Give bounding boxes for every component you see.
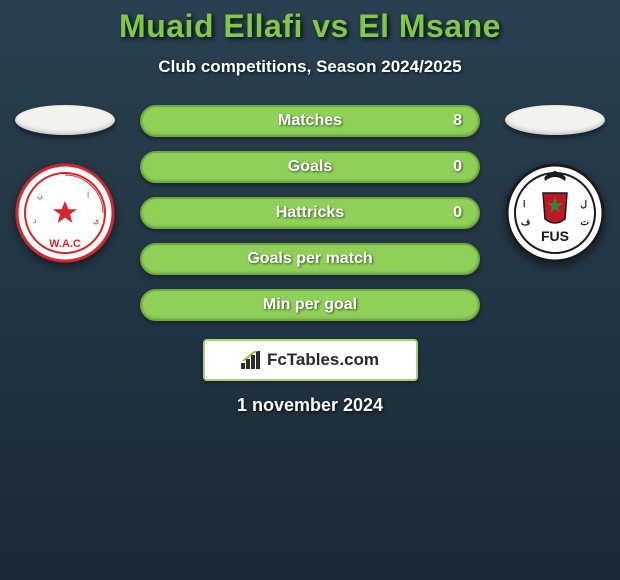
stat-label: Matches (278, 112, 342, 130)
right-player-ellipse (505, 105, 605, 135)
date-label: 1 november 2024 (0, 395, 620, 416)
stat-right-value: 0 (453, 158, 462, 176)
left-team-column: W.A.C ن ا د ي (10, 105, 120, 263)
brand-label: FcTables.com (241, 350, 379, 370)
svg-text:د: د (33, 216, 37, 225)
stat-label: Min per goal (263, 296, 357, 314)
stats-column: Matches 8 Goals 0 Hattricks 0 Goals per match M… (140, 105, 480, 321)
fus-crest-icon: FUS ا ل ف ت (505, 163, 605, 263)
svg-text:W.A.C: W.A.C (49, 238, 81, 250)
svg-text:ت: ت (581, 217, 589, 227)
svg-text:ل: ل (580, 199, 587, 209)
stat-label: Goals (288, 158, 332, 176)
stat-bar: Hattricks 0 (140, 197, 480, 229)
brand-text: FcTables.com (267, 350, 379, 370)
stat-bar: Matches 8 (140, 105, 480, 137)
page-title: Muaid Ellafi vs El Msane (0, 8, 620, 45)
wac-crest-icon: W.A.C ن ا د ي (15, 163, 115, 263)
svg-text:ا: ا (87, 191, 89, 200)
stat-bar: Min per goal (140, 289, 480, 321)
svg-text:ي: ي (93, 216, 99, 225)
svg-text:ا: ا (523, 199, 526, 209)
brand-box[interactable]: FcTables.com (203, 339, 418, 381)
stat-bar: Goals per match (140, 243, 480, 275)
main-row: W.A.C ن ا د ي Matches8Goals0Hattricks0Go… (0, 105, 620, 321)
stat-label: Hattricks (276, 204, 344, 222)
svg-text:ف: ف (521, 217, 530, 227)
left-player-ellipse (15, 105, 115, 135)
infographic-container: Muaid Ellafi vs El Msane Club competitio… (0, 0, 620, 416)
stat-right-value: 8 (453, 112, 462, 130)
right-team-column: FUS ا ل ف ت (500, 105, 610, 263)
stat-bar: Goals 0 (140, 151, 480, 183)
stat-label: Goals per match (247, 250, 372, 268)
left-team-crest: W.A.C ن ا د ي (15, 163, 115, 263)
subtitle: Club competitions, Season 2024/2025 (0, 57, 620, 77)
svg-text:FUS: FUS (541, 228, 569, 244)
chart-icon (241, 351, 263, 369)
stat-right-value: 0 (453, 204, 462, 222)
svg-text:ن: ن (37, 191, 43, 200)
right-team-crest: FUS ا ل ف ت (505, 163, 605, 263)
